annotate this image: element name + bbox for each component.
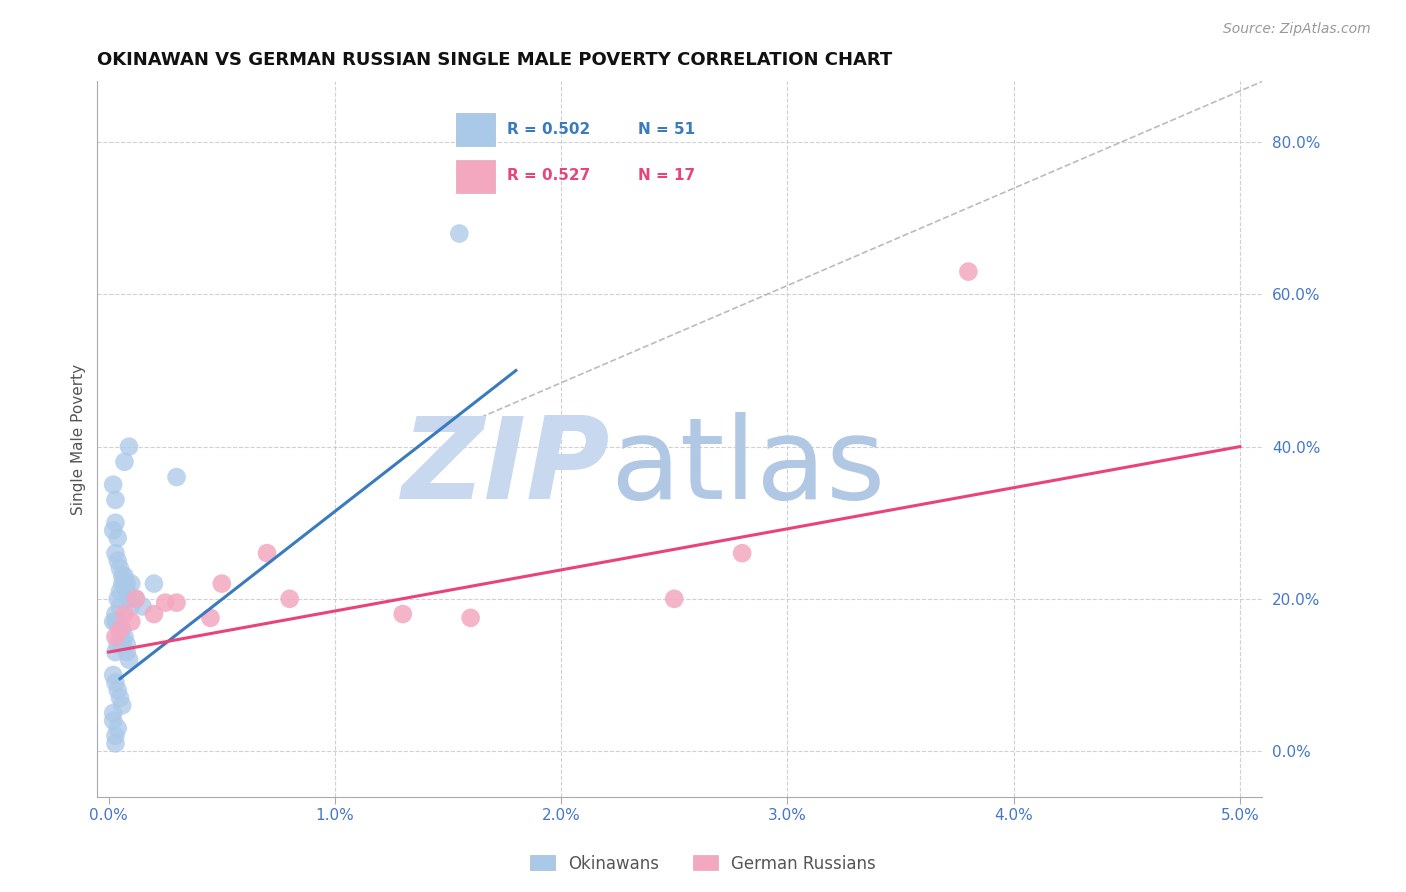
Point bbox=[114, 455, 136, 469]
Point bbox=[731, 546, 754, 560]
Point bbox=[104, 729, 127, 743]
Text: OKINAWAN VS GERMAN RUSSIAN SINGLE MALE POVERTY CORRELATION CHART: OKINAWAN VS GERMAN RUSSIAN SINGLE MALE P… bbox=[97, 51, 893, 69]
Point bbox=[200, 611, 222, 625]
Point bbox=[664, 591, 686, 606]
Point bbox=[118, 653, 141, 667]
Point bbox=[104, 607, 127, 621]
Point bbox=[103, 714, 125, 728]
Point bbox=[111, 622, 134, 636]
Point bbox=[256, 546, 278, 560]
Point bbox=[108, 622, 131, 636]
Point bbox=[125, 591, 148, 606]
Point bbox=[104, 516, 127, 530]
Point bbox=[104, 645, 127, 659]
Point bbox=[107, 683, 129, 698]
Point bbox=[107, 554, 129, 568]
Point bbox=[118, 591, 141, 606]
Text: atlas: atlas bbox=[610, 412, 886, 523]
Text: Source: ZipAtlas.com: Source: ZipAtlas.com bbox=[1223, 22, 1371, 37]
Point bbox=[118, 440, 141, 454]
Point bbox=[114, 569, 136, 583]
Point bbox=[103, 668, 125, 682]
Point bbox=[131, 599, 153, 614]
Point bbox=[108, 690, 131, 705]
Point bbox=[103, 615, 125, 629]
Point bbox=[108, 599, 131, 614]
Point bbox=[120, 599, 142, 614]
Point bbox=[142, 607, 165, 621]
Point bbox=[111, 638, 134, 652]
Point bbox=[391, 607, 413, 621]
Point bbox=[103, 477, 125, 491]
Point bbox=[166, 596, 188, 610]
Point bbox=[108, 561, 131, 575]
Point bbox=[115, 645, 138, 659]
Point bbox=[114, 630, 136, 644]
Point bbox=[107, 591, 129, 606]
Point bbox=[104, 615, 127, 629]
Point bbox=[111, 576, 134, 591]
Point bbox=[104, 675, 127, 690]
Point bbox=[107, 531, 129, 545]
Legend: Okinawans, German Russians: Okinawans, German Russians bbox=[523, 848, 883, 880]
Point bbox=[125, 591, 148, 606]
Point bbox=[115, 576, 138, 591]
Text: ZIP: ZIP bbox=[402, 412, 610, 523]
Point bbox=[107, 638, 129, 652]
Point bbox=[114, 607, 136, 621]
Point bbox=[111, 698, 134, 713]
Point bbox=[104, 492, 127, 507]
Point bbox=[103, 706, 125, 720]
Point bbox=[957, 264, 980, 278]
Point bbox=[120, 576, 142, 591]
Y-axis label: Single Male Poverty: Single Male Poverty bbox=[72, 363, 86, 515]
Point bbox=[449, 227, 471, 241]
Point bbox=[107, 721, 129, 735]
Point bbox=[104, 736, 127, 750]
Point bbox=[104, 546, 127, 560]
Point bbox=[108, 584, 131, 599]
Point bbox=[108, 622, 131, 636]
Point bbox=[103, 524, 125, 538]
Point bbox=[115, 584, 138, 599]
Point bbox=[111, 569, 134, 583]
Point bbox=[114, 576, 136, 591]
Point bbox=[120, 615, 142, 629]
Point bbox=[107, 615, 129, 629]
Point bbox=[155, 596, 177, 610]
Point bbox=[115, 638, 138, 652]
Point bbox=[142, 576, 165, 591]
Point bbox=[278, 591, 301, 606]
Point bbox=[166, 470, 188, 484]
Point bbox=[108, 630, 131, 644]
Point bbox=[104, 630, 127, 644]
Point bbox=[211, 576, 233, 591]
Point bbox=[460, 611, 482, 625]
